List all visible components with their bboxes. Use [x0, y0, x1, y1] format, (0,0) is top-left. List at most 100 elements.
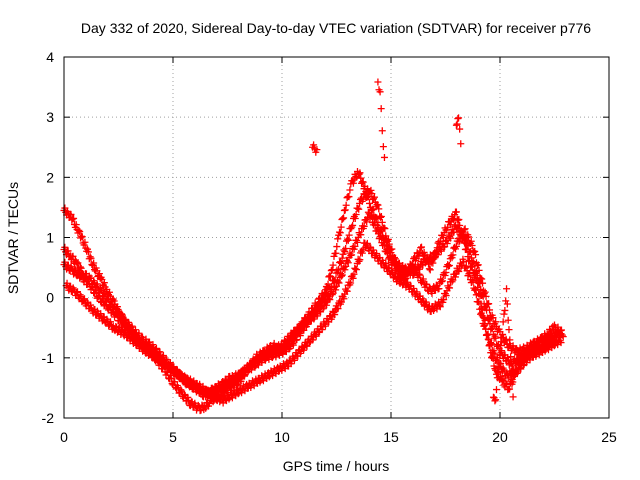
y-tick-label: 2 [46, 169, 54, 185]
data-point [355, 205, 363, 213]
y-tick-label: 1 [46, 230, 54, 246]
data-point [391, 270, 399, 278]
data-point [338, 271, 346, 279]
data-point [438, 277, 446, 285]
data-point [454, 266, 462, 274]
data-point [368, 190, 376, 198]
data-point [442, 269, 450, 277]
data-point [460, 232, 468, 240]
data-point [351, 264, 359, 272]
data-point [344, 259, 352, 267]
data-point [541, 347, 549, 355]
series-track-a [60, 168, 567, 415]
data-point [378, 127, 386, 135]
data-point [93, 280, 101, 288]
data-point [222, 396, 230, 404]
data-point [325, 295, 333, 303]
data-point [352, 266, 360, 274]
data-point [139, 344, 147, 352]
data-point [506, 385, 514, 393]
data-point [455, 215, 463, 223]
data-point [497, 359, 505, 367]
data-point [338, 254, 346, 262]
data-point [508, 375, 516, 383]
data-point [184, 393, 192, 401]
data-point [383, 245, 391, 253]
data-point [357, 174, 365, 182]
data-point [369, 246, 377, 254]
data-point [507, 353, 515, 361]
data-point [334, 305, 342, 313]
data-point [356, 256, 364, 264]
data-point [234, 390, 242, 398]
data-point [502, 297, 510, 305]
data-point [382, 260, 390, 268]
data-point [225, 395, 233, 403]
data-point [352, 211, 360, 219]
data-point [107, 318, 115, 326]
data-point [275, 351, 283, 359]
data-point [440, 296, 448, 304]
data-point [377, 213, 385, 221]
data-point [492, 396, 500, 404]
data-point [84, 277, 92, 285]
data-point [464, 253, 472, 261]
data-point [462, 262, 470, 270]
data-point [340, 214, 348, 222]
data-point [183, 374, 191, 382]
data-point [357, 231, 365, 239]
data-point [358, 249, 366, 257]
x-tick-label: 20 [492, 429, 508, 445]
data-point [555, 334, 563, 342]
data-point [503, 285, 511, 293]
data-point [436, 303, 444, 311]
data-point [119, 318, 127, 326]
data-point [494, 369, 502, 377]
data-point [486, 320, 494, 328]
data-point [497, 342, 505, 350]
data-point [340, 246, 348, 254]
data-point [487, 339, 495, 347]
data-point [419, 275, 427, 283]
data-point [386, 253, 394, 261]
data-point [293, 336, 301, 344]
data-point [97, 310, 105, 318]
data-point [362, 193, 370, 201]
data-point [538, 348, 546, 356]
data-point [128, 322, 136, 330]
data-point [312, 332, 320, 340]
data-point [435, 302, 443, 310]
y-tick-label: 3 [46, 109, 54, 125]
data-point [384, 235, 392, 243]
data-point [439, 233, 447, 241]
data-point [326, 312, 334, 320]
data-point [380, 224, 388, 232]
data-point [374, 201, 382, 209]
data-point [345, 193, 353, 201]
data-point [483, 306, 491, 314]
data-point [509, 393, 517, 401]
data-point [90, 259, 98, 267]
data-point [336, 258, 344, 266]
data-point [478, 275, 486, 283]
tick-labels: 0 5 10 15 20 25 -2 -1 0 1 2 3 4 [42, 49, 617, 445]
data-point [309, 336, 317, 344]
data-point [374, 78, 382, 86]
data-point [404, 278, 412, 286]
data-point [437, 247, 445, 255]
data-point [426, 266, 434, 274]
data-point [503, 300, 511, 308]
data-point [416, 265, 424, 273]
data-point [487, 340, 495, 348]
data-point [105, 288, 113, 296]
data-point [495, 364, 503, 372]
data-point [356, 169, 364, 177]
data-point [493, 374, 501, 382]
data-point [137, 340, 145, 348]
data-point [341, 266, 349, 274]
data-point [467, 248, 475, 256]
data-point [498, 347, 506, 355]
data-point [359, 178, 367, 186]
data-point [445, 261, 453, 269]
data-point [322, 301, 330, 309]
